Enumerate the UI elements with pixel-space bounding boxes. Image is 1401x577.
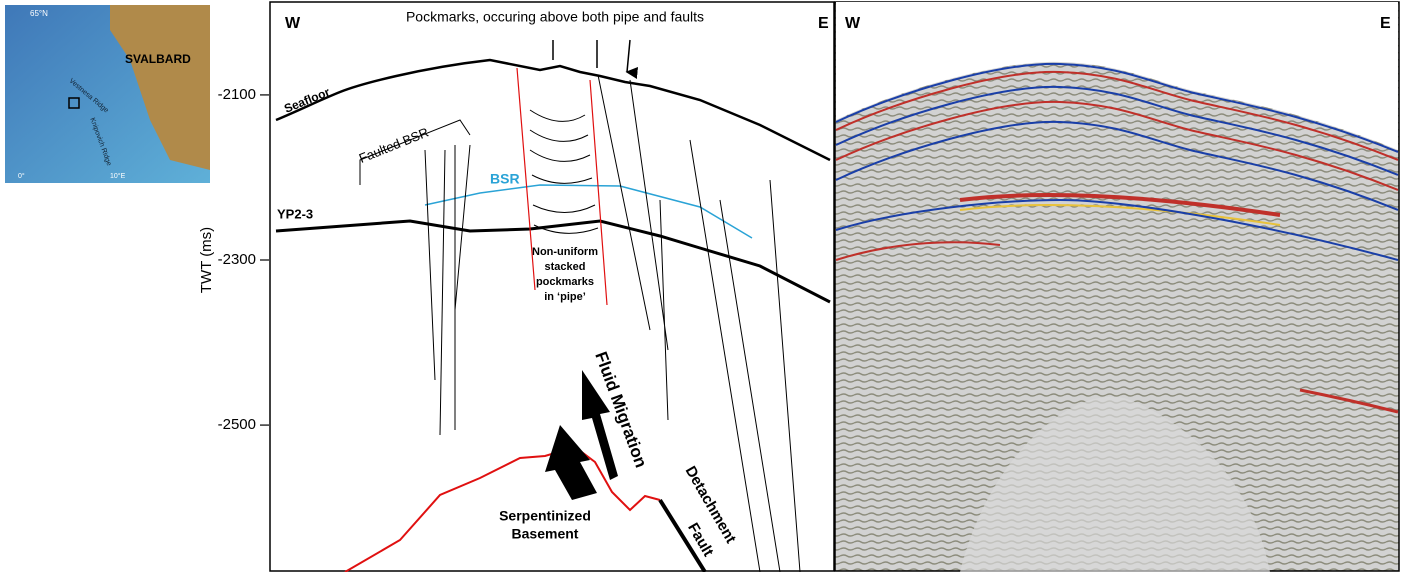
annotation: Basement bbox=[512, 526, 579, 542]
direction-label: E bbox=[1380, 15, 1391, 32]
seismic-panel: W E bbox=[835, 2, 1399, 572]
direction-label: E bbox=[818, 15, 829, 32]
axis-label: TWT (ms) bbox=[198, 227, 215, 293]
map: 65°N Vestnesa Ridge Knipovich Ridge SVAL… bbox=[5, 5, 210, 183]
y-tick-label: -2100 bbox=[218, 86, 256, 103]
annotation: BSR bbox=[490, 171, 520, 187]
figure: 65°N Vestnesa Ridge Knipovich Ridge SVAL… bbox=[0, 0, 1401, 572]
annotation: Pockmarks, occuring above both pipe and … bbox=[406, 9, 704, 25]
annotation: YP2-3 bbox=[277, 206, 313, 221]
direction-label: W bbox=[845, 15, 861, 32]
annotation: Non-uniform bbox=[532, 246, 598, 258]
map-label: 0° bbox=[18, 172, 25, 180]
interpretation-panel: W E Pockmarks, occuring above both pipe … bbox=[270, 2, 834, 572]
annotation: stacked bbox=[545, 261, 586, 273]
y-tick-label: -2500 bbox=[218, 416, 256, 433]
map-label: SVALBARD bbox=[125, 52, 191, 66]
map-label: 10°E bbox=[110, 172, 126, 180]
annotation: pockmarks bbox=[536, 276, 594, 288]
y-tick-label: -2300 bbox=[218, 251, 256, 268]
annotation: Serpentinized bbox=[499, 508, 591, 524]
annotation: in ‘pipe’ bbox=[544, 291, 586, 303]
map-label: 65°N bbox=[30, 9, 48, 18]
direction-label: W bbox=[285, 15, 301, 32]
